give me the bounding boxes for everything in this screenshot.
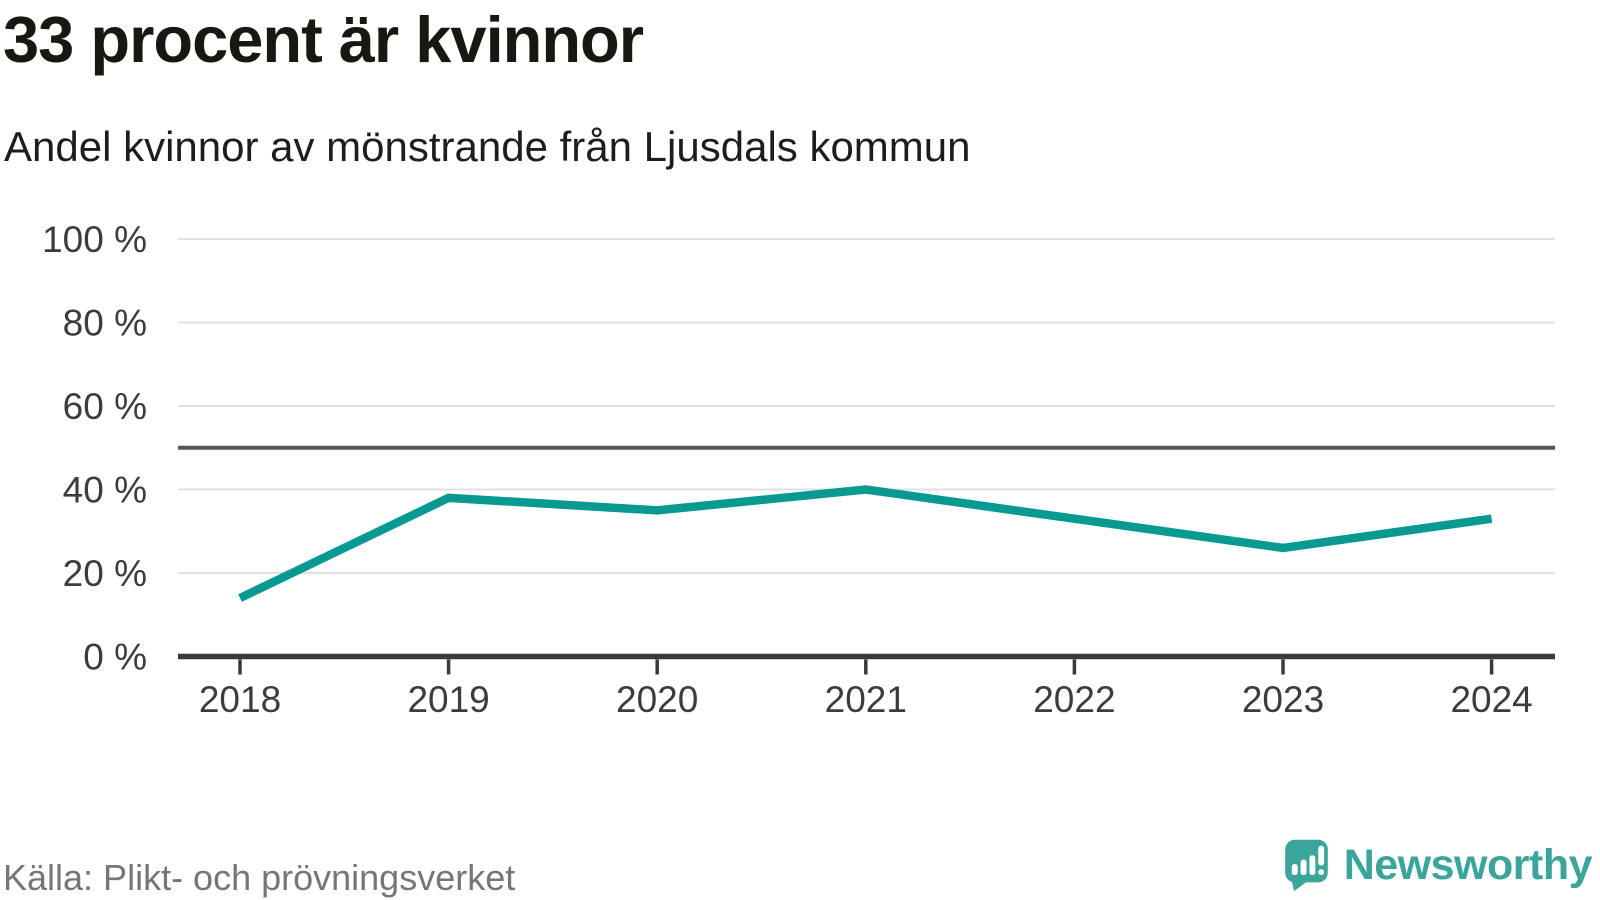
chart-subtitle: Andel kvinnor av mönstrande från Ljusdal…	[4, 123, 971, 170]
x-axis-label-2024: 2024	[1450, 679, 1532, 720]
newsworthy-logo-icon	[1284, 839, 1328, 892]
y-axis-label-60: 60 %	[63, 386, 147, 427]
source-note: Källa: Plikt- och prövningsverket	[3, 857, 516, 898]
newsworthy-logo-text: Newsworthy	[1343, 841, 1593, 889]
x-axis-label-2022: 2022	[1033, 679, 1115, 720]
y-axis-label-20: 20 %	[63, 553, 147, 594]
y-axis-label-100: 100 %	[42, 219, 147, 260]
y-axis-label-40: 40 %	[63, 470, 147, 511]
line-chart: 2018 2019 2020 2021 2022 2023 2024 100 % 80 % 60 …	[42, 219, 1555, 720]
x-axis-label-2019: 2019	[407, 679, 489, 720]
newsworthy-brand: Newsworthy	[1283, 838, 1593, 893]
x-axis-label-2023: 2023	[1242, 679, 1324, 720]
y-axis-label-80: 80 %	[63, 303, 147, 344]
x-axis-label-2021: 2021	[825, 679, 907, 720]
chart-title: 33 procent är kvinnor	[3, 3, 644, 76]
x-axis-label-2020: 2020	[616, 679, 698, 720]
data-line-andel-kvinnor-av-m-nstrande	[238, 485, 1493, 602]
x-axis-label-2018: 2018	[199, 679, 281, 720]
y-axis-label-0: 0 %	[83, 637, 147, 678]
